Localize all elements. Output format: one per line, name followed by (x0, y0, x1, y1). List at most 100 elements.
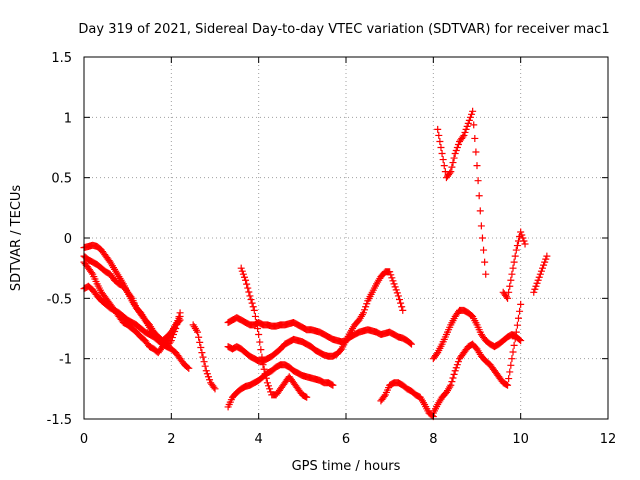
data-point (506, 368, 514, 376)
data-point (543, 252, 551, 260)
data-point (210, 383, 218, 391)
data-point (482, 270, 490, 278)
data-point (447, 381, 455, 389)
data-point (454, 140, 462, 148)
x-tick-label: 12 (600, 432, 617, 447)
data-point (464, 119, 472, 127)
data-point (166, 332, 174, 340)
data-point (391, 283, 399, 291)
data-point (472, 148, 480, 156)
data-point (260, 365, 268, 373)
x-axis-label: GPS time / hours (292, 459, 401, 474)
series-6 (224, 314, 415, 348)
data-point (211, 385, 219, 393)
chart-title: Day 319 of 2021, Sidereal Day-to-day VTE… (78, 22, 609, 37)
x-tick-label: 2 (167, 432, 175, 447)
data-point (474, 177, 482, 185)
series-5 (189, 321, 219, 393)
data-point (511, 335, 519, 343)
y-tick-label: -0.5 (47, 292, 72, 307)
series-10 (377, 379, 437, 421)
data-point (514, 314, 522, 322)
data-point (387, 271, 395, 279)
series-15 (530, 252, 551, 296)
x-tick-label: 8 (429, 432, 437, 447)
data-point (530, 288, 538, 296)
data-point (477, 222, 485, 230)
data-point (255, 331, 263, 339)
data-point (127, 293, 135, 301)
data-point (259, 361, 267, 369)
data-point (462, 125, 470, 133)
data-point (535, 273, 543, 281)
data-point (459, 133, 467, 141)
data-point (513, 242, 521, 250)
data-point (248, 299, 256, 307)
data-point (509, 264, 517, 272)
data-point (466, 113, 474, 121)
data-point (516, 307, 524, 315)
data-point (542, 255, 550, 263)
data-point (470, 121, 478, 129)
data-points (80, 107, 551, 421)
data-point (504, 294, 512, 302)
data-point (508, 270, 516, 278)
data-point (196, 338, 204, 346)
data-point (448, 378, 456, 386)
data-point (399, 306, 407, 314)
data-point (518, 231, 526, 239)
data-point (257, 346, 265, 354)
data-point (199, 353, 207, 361)
data-point (520, 237, 528, 245)
data-point (390, 280, 398, 288)
data-point (393, 289, 401, 297)
data-point (521, 240, 529, 248)
data-point (243, 280, 251, 288)
data-point (194, 328, 202, 336)
x-tick-label: 0 (80, 432, 88, 447)
data-point (453, 361, 461, 369)
data-point (197, 344, 205, 352)
data-point (516, 336, 524, 344)
data-point (505, 375, 513, 383)
data-point (88, 269, 96, 277)
data-point (517, 228, 525, 236)
data-point (512, 246, 520, 254)
series-7 (224, 268, 407, 365)
data-point (481, 258, 489, 266)
data-point (513, 321, 521, 329)
series-14 (499, 228, 529, 302)
data-point (451, 150, 459, 158)
series-4 (80, 282, 193, 372)
data-point (406, 339, 414, 347)
data-point (435, 131, 443, 139)
data-point (473, 162, 481, 170)
y-tick-label: 1.5 (51, 51, 72, 66)
series-9 (237, 264, 311, 401)
data-point (508, 355, 516, 363)
data-point (480, 246, 488, 254)
data-point (451, 367, 459, 375)
y-tick-label: -1 (59, 353, 72, 368)
data-point (507, 361, 515, 369)
data-point (200, 358, 208, 366)
data-point (437, 144, 445, 151)
series-13 (434, 107, 490, 278)
data-point (469, 107, 477, 115)
data-point (386, 268, 394, 276)
data-point (449, 159, 457, 167)
data-point (533, 279, 541, 287)
data-point (397, 299, 405, 307)
data-point (539, 264, 546, 272)
data-point (328, 381, 336, 389)
data-point (262, 374, 270, 382)
x-tick-label: 4 (255, 432, 263, 447)
y-tick-label: 0 (64, 232, 72, 247)
data-point (449, 374, 457, 382)
data-point (185, 364, 193, 372)
data-point (408, 340, 415, 348)
data-point (246, 292, 254, 300)
data-point (240, 273, 248, 281)
data-point (502, 381, 510, 389)
